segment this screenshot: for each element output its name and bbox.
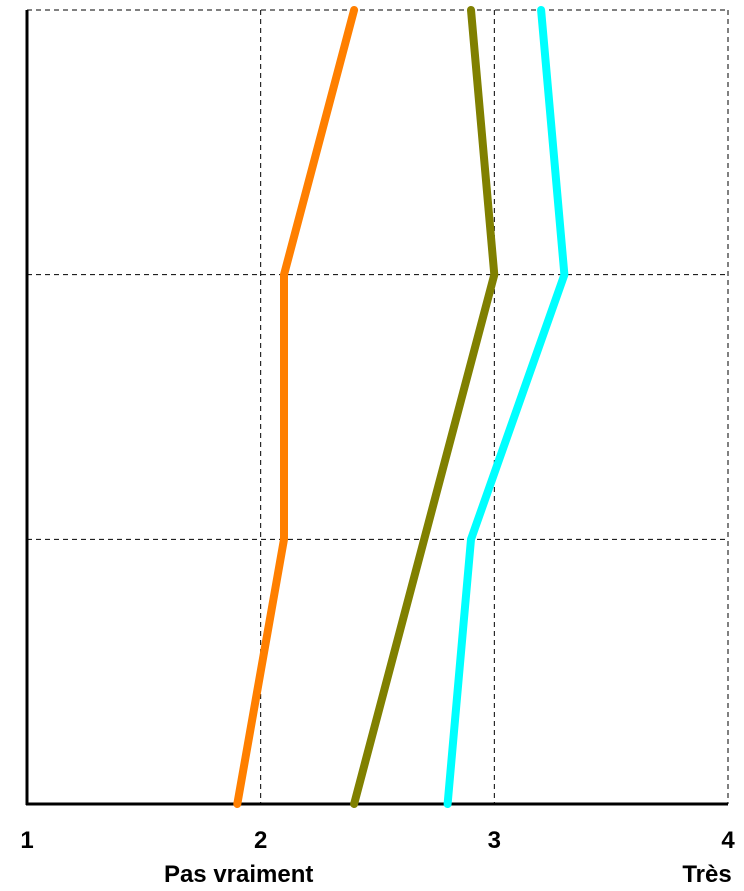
grid-lines [27, 9, 729, 804]
axes [25, 10, 728, 806]
x-tick-sublabel-2: Pas vraiment [164, 861, 313, 888]
x-tick-label-1: 1 [20, 827, 33, 854]
x-tick-sublabel-4: Très [682, 861, 731, 888]
series-line-3 [443, 6, 569, 808]
x-tick-label-3: 3 [488, 827, 501, 854]
x-tick-label-2: 2 [254, 827, 267, 854]
x-tick-label-4: 4 [721, 827, 735, 854]
series-line-1 [233, 6, 359, 808]
tick-labels: 1 2 3 4 Pas vraiment Très [20, 827, 735, 888]
series-lines [233, 6, 569, 808]
series-line-2 [350, 6, 499, 808]
